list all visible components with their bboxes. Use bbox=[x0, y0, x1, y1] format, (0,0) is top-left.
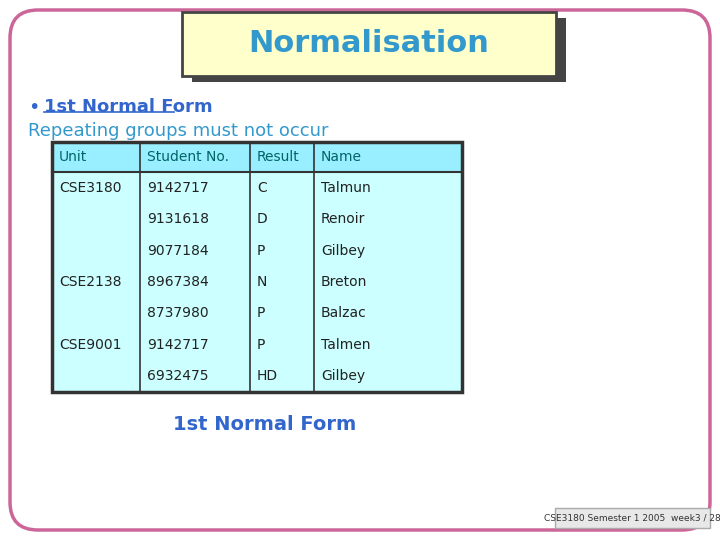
Text: 9077184: 9077184 bbox=[147, 244, 209, 258]
Text: CSE9001: CSE9001 bbox=[59, 338, 122, 352]
Text: HD: HD bbox=[257, 369, 278, 383]
Text: D: D bbox=[257, 212, 268, 226]
Text: P: P bbox=[257, 306, 266, 320]
Bar bbox=[52, 172, 462, 392]
Text: Gilbey: Gilbey bbox=[321, 244, 365, 258]
Text: 9131618: 9131618 bbox=[147, 212, 209, 226]
Text: Gilbey: Gilbey bbox=[321, 369, 365, 383]
Text: Talmun: Talmun bbox=[321, 181, 371, 195]
Text: 1st Normal Form: 1st Normal Form bbox=[174, 415, 356, 435]
Text: 1st Normal Form: 1st Normal Form bbox=[44, 98, 212, 116]
Text: Renoir: Renoir bbox=[321, 212, 365, 226]
Text: Breton: Breton bbox=[321, 275, 367, 289]
Text: Balzac: Balzac bbox=[321, 306, 366, 320]
Text: CSE2138: CSE2138 bbox=[59, 275, 122, 289]
Text: CSE3180 Semester 1 2005  week3 / 28: CSE3180 Semester 1 2005 week3 / 28 bbox=[544, 514, 720, 523]
Text: 8967384: 8967384 bbox=[147, 275, 209, 289]
Text: •: • bbox=[28, 98, 40, 117]
Text: Student No.: Student No. bbox=[147, 150, 229, 164]
Text: 6932475: 6932475 bbox=[147, 369, 209, 383]
Text: P: P bbox=[257, 338, 266, 352]
Text: Talmen: Talmen bbox=[321, 338, 371, 352]
Bar bbox=[192, 18, 566, 82]
Text: P: P bbox=[257, 244, 266, 258]
Text: Normalisation: Normalisation bbox=[248, 30, 490, 58]
Bar bbox=[182, 12, 556, 76]
Text: Repeating groups must not occur: Repeating groups must not occur bbox=[28, 122, 328, 140]
Text: CSE3180: CSE3180 bbox=[59, 181, 122, 195]
Text: N: N bbox=[257, 275, 267, 289]
Bar bbox=[555, 508, 710, 528]
FancyBboxPatch shape bbox=[10, 10, 710, 530]
Text: Result: Result bbox=[257, 150, 300, 164]
Text: 9142717: 9142717 bbox=[147, 181, 209, 195]
Text: Unit: Unit bbox=[59, 150, 87, 164]
Text: 9142717: 9142717 bbox=[147, 338, 209, 352]
Text: C: C bbox=[257, 181, 266, 195]
Bar bbox=[52, 142, 462, 392]
Bar bbox=[52, 142, 462, 172]
Text: Name: Name bbox=[321, 150, 362, 164]
Text: 8737980: 8737980 bbox=[147, 306, 209, 320]
